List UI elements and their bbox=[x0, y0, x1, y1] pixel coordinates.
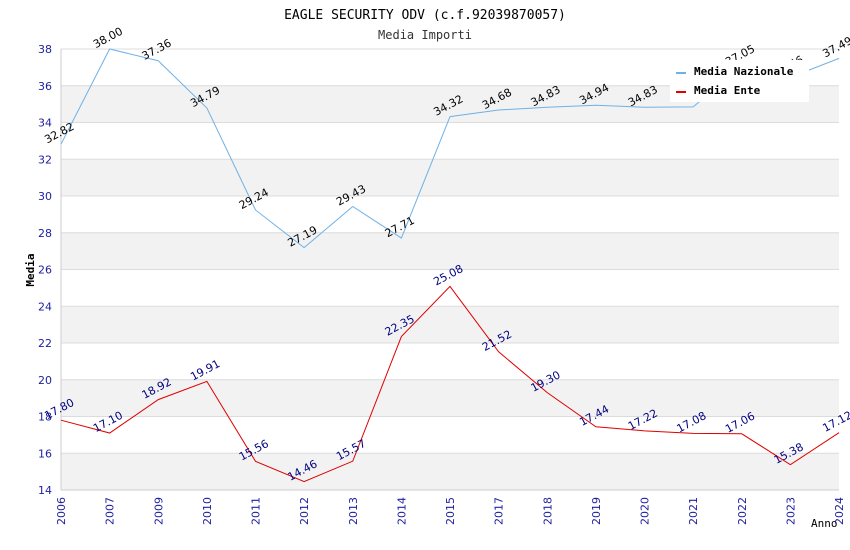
plot-band bbox=[61, 416, 839, 454]
x-tick-label: 2021 bbox=[687, 497, 700, 525]
y-tick-label: 34 bbox=[38, 117, 52, 130]
plot-band bbox=[61, 306, 839, 343]
y-tick-label: 22 bbox=[38, 337, 52, 350]
plot-band bbox=[61, 196, 839, 233]
x-axis-ticks: 2006 2007 2009 2010 2011 2012 2013 2014 2015 2017… bbox=[55, 497, 846, 525]
y-axis-label: Media bbox=[24, 253, 37, 286]
legend-entry: Media Ente bbox=[694, 84, 761, 97]
chart-subtitle: Media Importi bbox=[378, 28, 472, 42]
y-tick-label: 18 bbox=[38, 411, 52, 424]
x-tick-label: 2024 bbox=[833, 497, 846, 525]
y-tick-label: 32 bbox=[38, 153, 52, 166]
y-axis-ticks: 14 16 18 20 22 24 26 28 30 32 34 36 38 bbox=[38, 43, 52, 497]
series-line bbox=[60, 285, 840, 483]
y-tick-label: 14 bbox=[38, 484, 52, 497]
x-tick-label: 2015 bbox=[444, 497, 457, 525]
plot-bands bbox=[61, 49, 839, 490]
y-tick-label: 38 bbox=[38, 43, 52, 56]
y-tick-label: 24 bbox=[38, 300, 52, 313]
y-tick-label: 36 bbox=[38, 80, 52, 93]
plot-band bbox=[61, 379, 839, 417]
x-tick-label: 2010 bbox=[201, 497, 214, 525]
x-tick-label: 2017 bbox=[493, 497, 506, 525]
x-tick-label: 2012 bbox=[298, 497, 311, 525]
x-tick-label: 2013 bbox=[347, 497, 360, 525]
y-tick-label: 30 bbox=[38, 190, 52, 203]
plot-band bbox=[61, 343, 839, 380]
plot-band bbox=[61, 232, 839, 270]
x-tick-label: 2023 bbox=[784, 497, 797, 525]
plot-band bbox=[61, 122, 839, 160]
plot-band bbox=[61, 453, 839, 490]
data-label: 38.00 bbox=[91, 25, 125, 51]
legend-box bbox=[670, 60, 809, 102]
y-tick-label: 20 bbox=[38, 374, 52, 387]
x-tick-label: 2014 bbox=[395, 497, 408, 525]
y-tick-label: 16 bbox=[38, 447, 52, 460]
x-tick-label: 2018 bbox=[541, 497, 554, 525]
x-tick-label: 2007 bbox=[104, 497, 117, 525]
plot-band bbox=[61, 159, 839, 196]
x-tick-label: 2011 bbox=[250, 497, 263, 525]
x-tick-label: 2022 bbox=[736, 497, 749, 525]
x-tick-label: 2020 bbox=[639, 497, 652, 525]
y-tick-label: 26 bbox=[38, 264, 52, 277]
legend: Media Nazionale Media Ente bbox=[670, 60, 809, 102]
chart-title: EAGLE SECURITY ODV (c.f.92039870057) bbox=[284, 8, 566, 23]
plot-band bbox=[61, 269, 839, 307]
x-axis-label: Anno bbox=[811, 517, 838, 530]
x-tick-label: 2006 bbox=[55, 497, 68, 525]
legend-entry: Media Nazionale bbox=[694, 65, 794, 78]
x-tick-label: 2009 bbox=[152, 497, 165, 525]
y-tick-label: 28 bbox=[38, 227, 52, 240]
x-tick-label: 2019 bbox=[590, 497, 603, 525]
